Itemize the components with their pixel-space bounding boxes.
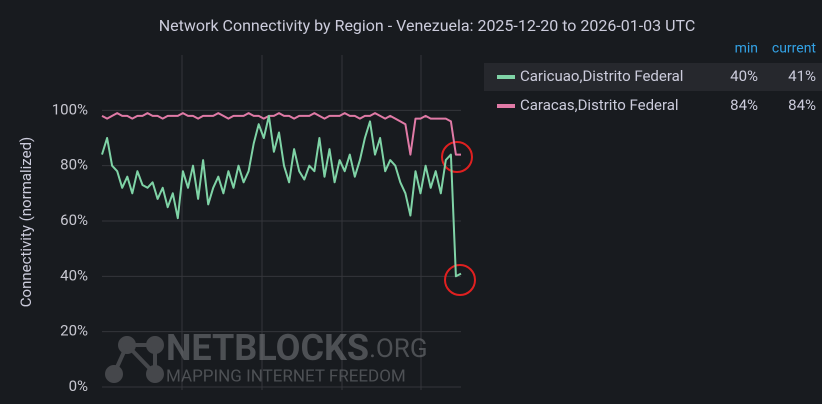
legend: min current Caricuao,Distrito Federal 40% 41…	[484, 41, 822, 114]
y-tick-label: 60%	[60, 211, 88, 229]
y-tick-label: 0%	[69, 377, 88, 395]
legend-stat: 84%	[788, 96, 816, 114]
legend-label: Caracas,Distrito Federal	[520, 96, 679, 114]
legend-stat: 84%	[730, 96, 758, 114]
highlight-circle	[441, 141, 473, 173]
legend-stat: 41%	[788, 67, 816, 85]
y-tick-label: 40%	[60, 266, 88, 284]
y-tick-label: 20%	[60, 322, 88, 340]
watermark-suffix: .ORG	[369, 334, 427, 364]
legend-stat: 40%	[730, 67, 758, 85]
legend-label: Caricuao,Distrito Federal	[520, 67, 683, 85]
logo	[105, 336, 164, 383]
y-axis-label: Connectivity (normalized)	[17, 137, 35, 308]
watermark-title: NETBLOCKS.ORG	[166, 327, 428, 369]
series-line	[101, 112, 461, 156]
legend-row-highlight	[484, 63, 822, 91]
y-tick-label: 100%	[52, 100, 88, 118]
highlight-circle	[444, 264, 476, 296]
y-tick-label: 80%	[60, 156, 88, 174]
watermark: NETBLOCKS.ORG MAPPING INTERNET FREEDOM	[105, 327, 428, 386]
chart-title: Network Connectivity by Region - Venezue…	[159, 16, 695, 35]
watermark-tagline: MAPPING INTERNET FREEDOM	[166, 366, 406, 386]
legend-column-header: current	[772, 41, 817, 57]
grid	[102, 55, 461, 390]
legend-column-header: min	[735, 41, 758, 57]
watermark-name: NETBLOCKS	[166, 327, 369, 369]
series-line	[101, 114, 462, 278]
